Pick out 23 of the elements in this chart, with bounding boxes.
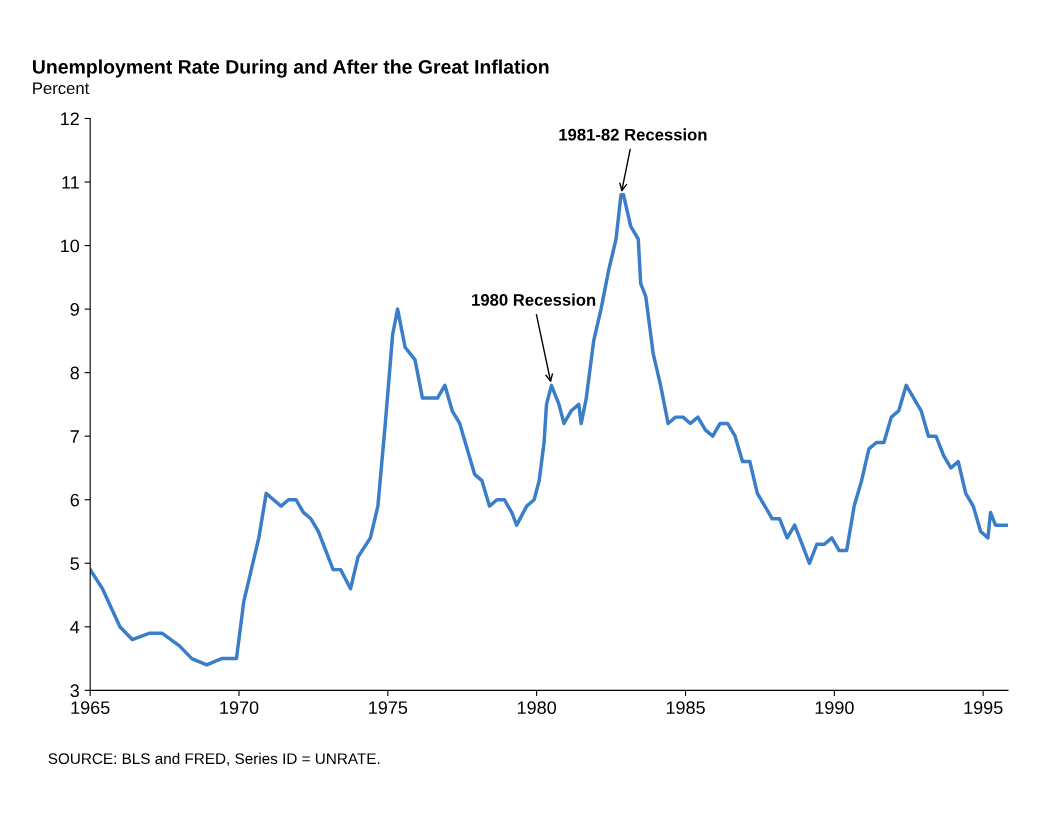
annotation: 1980 Recession — [472, 293, 596, 306]
y-tick-label: 10 — [61, 239, 80, 253]
x-tick-label: 1980 — [517, 701, 557, 715]
x-tick-label: 1965 — [71, 701, 110, 715]
x-tick-label: 1985 — [666, 701, 705, 715]
y-axis-title: Percent — [33, 82, 90, 95]
y-tick-label: 5 — [70, 557, 80, 570]
line-series — [90, 192, 1008, 667]
y-tick-label: 11 — [62, 176, 79, 189]
x-tick-label: 1970 — [220, 701, 259, 715]
y-tick-label: 4 — [70, 620, 80, 634]
annotation: 1981-82 Recession — [559, 128, 707, 141]
y-tick-label: 8 — [70, 366, 79, 380]
y-tick-label: 6 — [70, 493, 79, 507]
y-tick-label: 12 — [61, 112, 79, 126]
y-tick-label: 9 — [70, 303, 79, 316]
x-tick-label: 1990 — [815, 701, 854, 715]
x-tick-label: 1975 — [369, 701, 408, 715]
chart-title: Unemployment Rate During and After the Great Inflation — [33, 59, 549, 78]
x-tick-label: 1995 — [964, 701, 1003, 715]
y-tick-label: 3 — [70, 684, 79, 698]
y-tick-label: 7 — [70, 430, 79, 443]
source-note: SOURCE: BLS and FRED, Series ID = UNRATE. — [48, 752, 380, 766]
